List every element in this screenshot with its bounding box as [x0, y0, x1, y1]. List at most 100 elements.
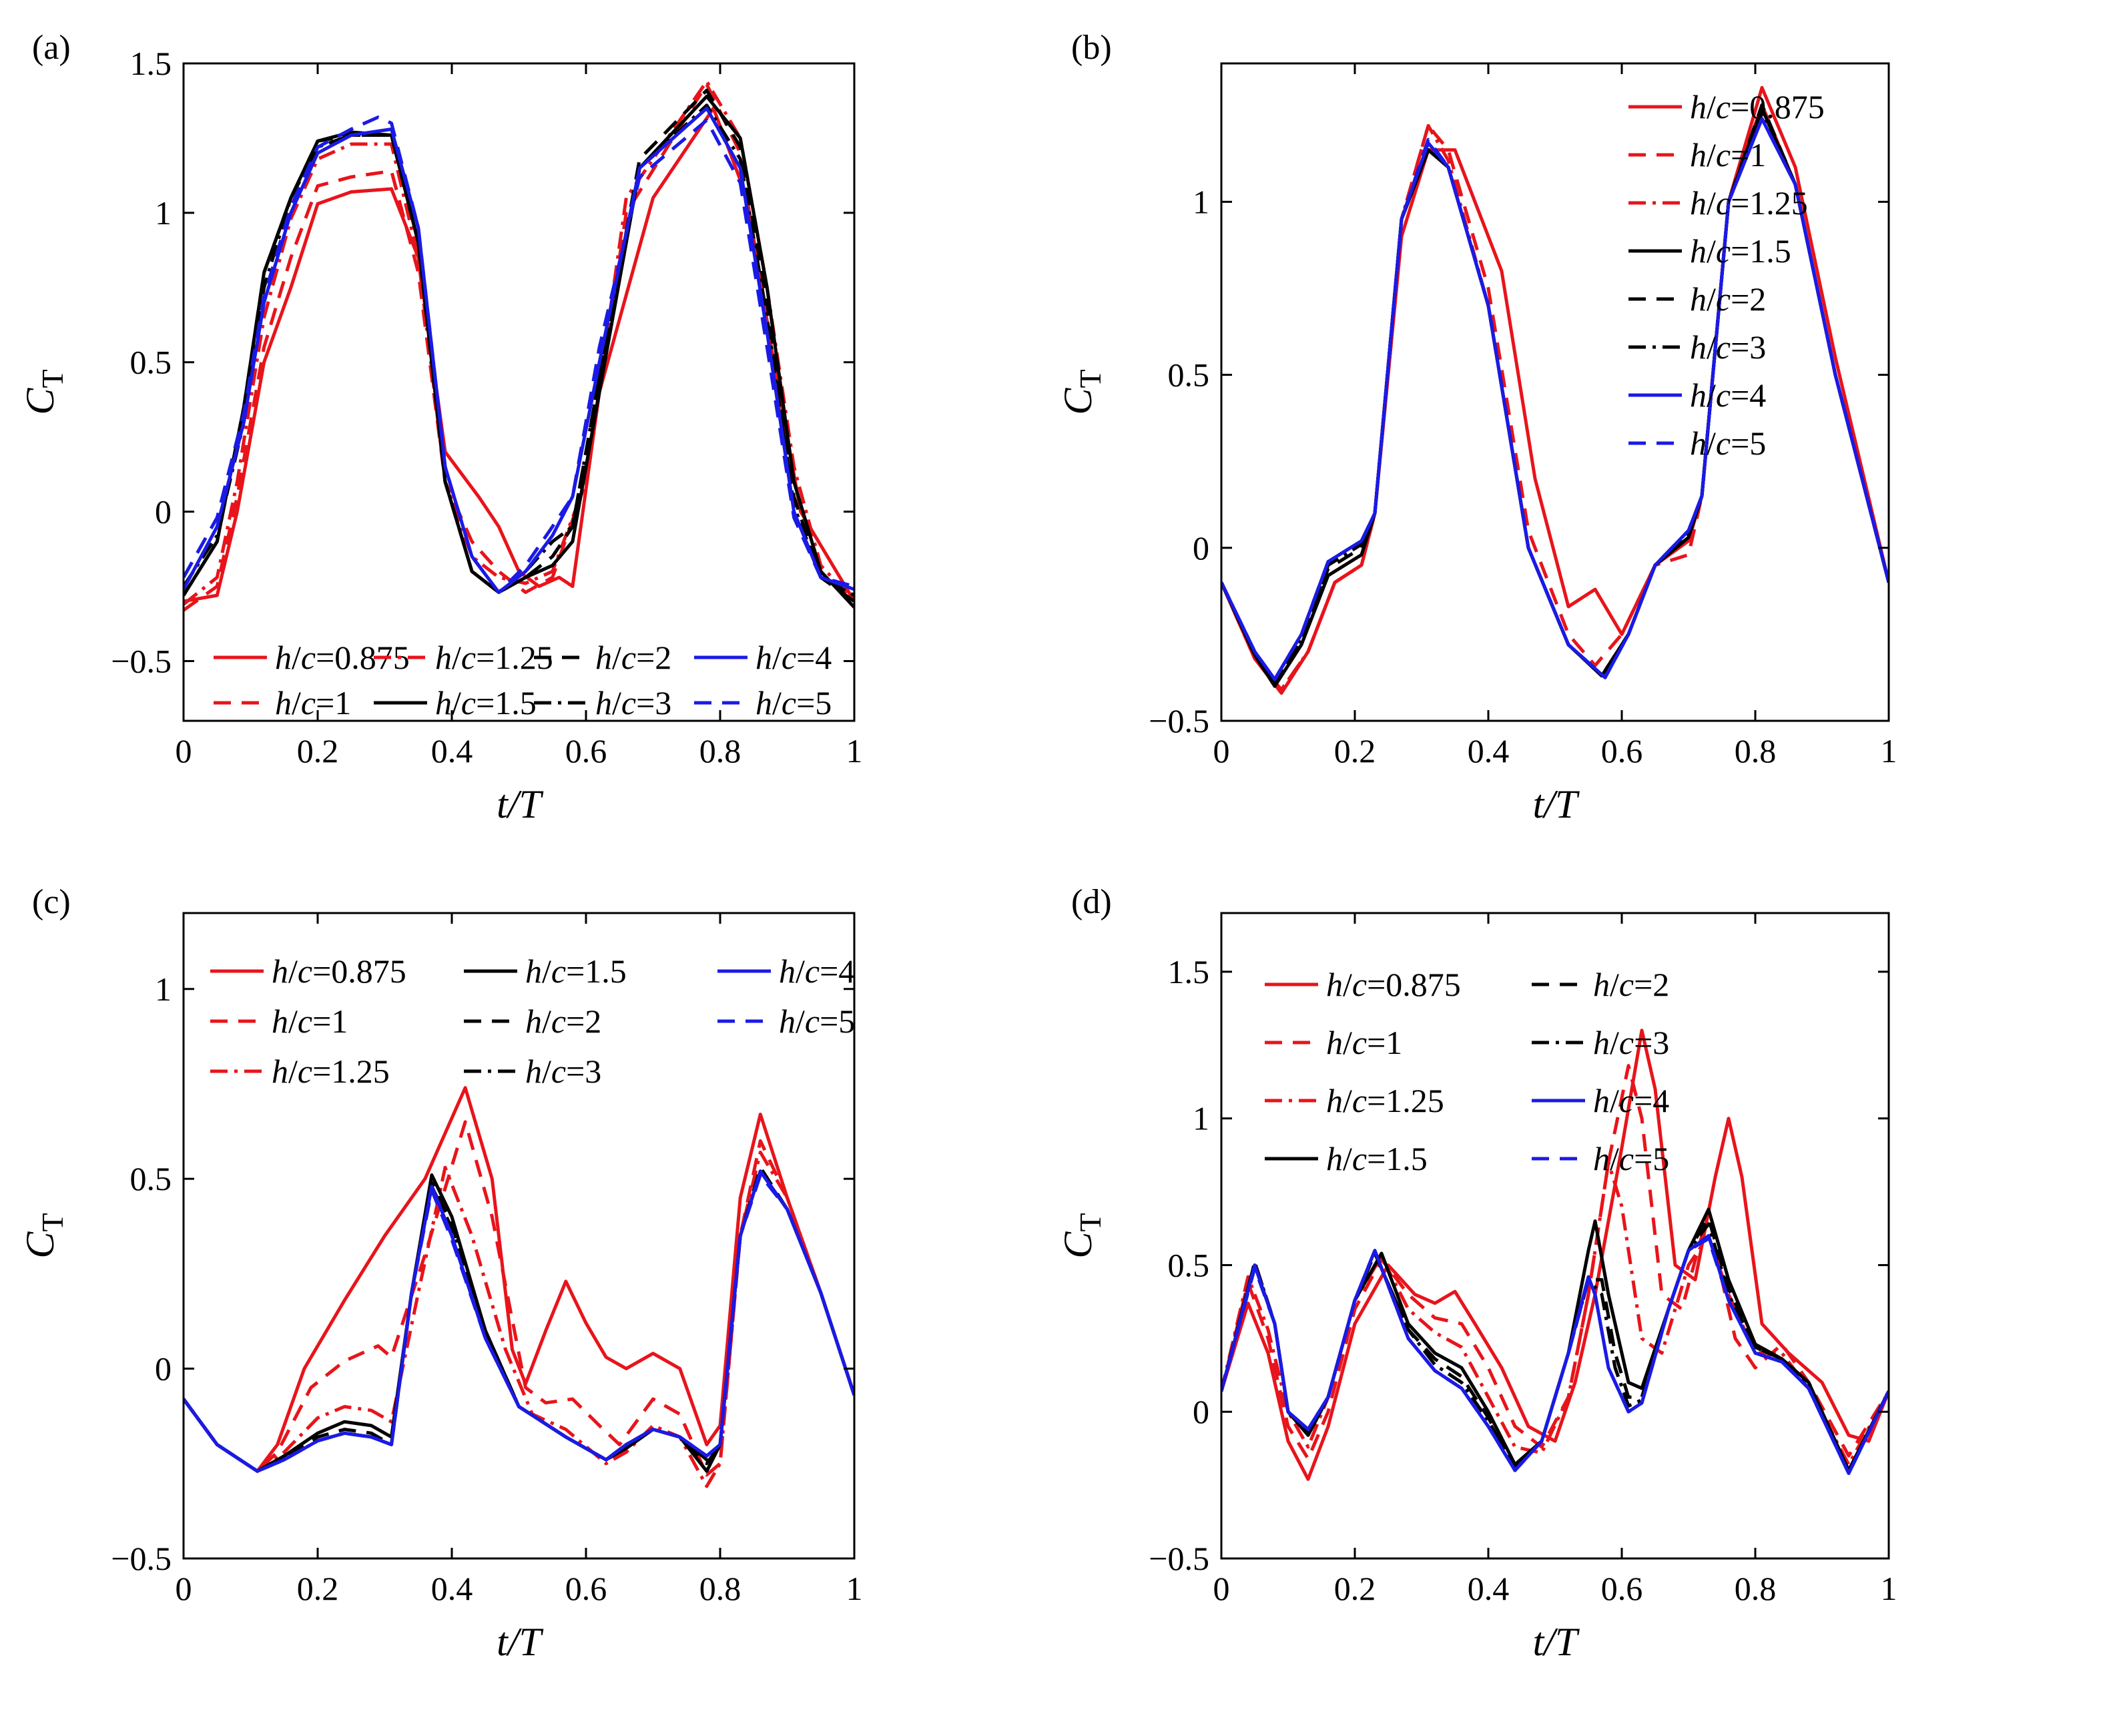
- y-tick-label: 0.5: [1168, 1246, 1210, 1283]
- y-tick-label: 0: [155, 493, 172, 531]
- y-tick-label: −0.5: [111, 1540, 172, 1577]
- legend-label: h/c=3: [595, 684, 671, 721]
- y-tick-label: 0: [1193, 529, 1209, 567]
- legend-label: h/c=1.25: [435, 639, 553, 676]
- series-line-h-c-2: [184, 88, 854, 603]
- series-line-h-c-1-25: [184, 79, 854, 606]
- y-axis-label: CT: [18, 1213, 69, 1258]
- x-tick-label: 0.8: [699, 1570, 741, 1607]
- x-tick-label: 0.2: [1334, 732, 1376, 770]
- legend-label: h/c=5: [1690, 424, 1766, 462]
- series-line-h-c-0-875: [1221, 1029, 1889, 1481]
- series-line-h-c-3: [184, 103, 854, 597]
- x-tick-label: 0.2: [297, 1570, 339, 1607]
- legend-label: h/c=1: [275, 684, 351, 721]
- x-tick-label: 0.4: [1468, 732, 1510, 770]
- x-tick-label: 0.6: [565, 732, 607, 770]
- legend: h/c=0.875 h/c=1 h/c=1.25 h/c=1.5 h/c=2 h/c=3 h…: [1628, 88, 1825, 462]
- legend-label: h/c=4: [756, 639, 832, 676]
- y-tick-label: −0.5: [111, 642, 172, 679]
- y-axis-label: CT: [1056, 369, 1107, 414]
- x-tick-label: 0.6: [1601, 1570, 1643, 1607]
- legend-label: h/c=2: [525, 1002, 601, 1040]
- x-axis-label: t/T: [1533, 1620, 1580, 1664]
- legend-label: h/c=2: [1593, 966, 1669, 1003]
- legend: h/c=0.875 h/c=1 h/c=1.25 h/c=1.5 h/c=2 h/c=3 h…: [1265, 966, 1669, 1177]
- x-axis-label: t/T: [1533, 782, 1580, 826]
- x-tick-label: 0: [1213, 1570, 1230, 1607]
- x-tick-label: 0.8: [699, 732, 741, 770]
- x-tick-label: 0.4: [1468, 1570, 1510, 1607]
- legend-label: h/c=1.25: [1326, 1082, 1444, 1119]
- y-tick-label: −0.5: [1149, 1540, 1209, 1577]
- axes-box: [1220, 912, 1890, 1560]
- x-tick-label: 0.6: [565, 1570, 607, 1607]
- x-tick-label: 0: [176, 1570, 192, 1607]
- y-tick-label: 1: [155, 970, 172, 1008]
- series-group: [1221, 1029, 1889, 1481]
- legend-label: h/c=1.5: [1326, 1140, 1428, 1177]
- series-group: [184, 1086, 854, 1488]
- legend-label: h/c=1.5: [525, 952, 627, 990]
- series-group: [1221, 85, 1889, 695]
- x-tick-label: 0: [1213, 732, 1230, 770]
- legend-label: h/c=1: [1690, 136, 1766, 174]
- y-tick-label: 0: [1193, 1393, 1209, 1430]
- x-tick-label: 0.4: [431, 1570, 473, 1607]
- series-line-h-c-1: [184, 1120, 854, 1477]
- series-line-h-c-5: [184, 1173, 854, 1473]
- series-line-h-c-5: [1221, 117, 1889, 681]
- panel-label: (a): [32, 29, 71, 67]
- chart-panel-2: 0 0.2 0.4 0.6 0.8 1−0.500.51t/TCT(c)h/c=0.875…: [18, 883, 863, 1664]
- legend: h/c=0.875 h/c=1 h/c=1.25 h/c=1.5 h/c=2 h/c=3 h…: [214, 639, 832, 721]
- legend-label: h/c=5: [756, 684, 832, 721]
- legend-label: h/c=5: [1593, 1140, 1669, 1177]
- legend-label: h/c=4: [779, 952, 855, 990]
- x-axis-label: t/T: [497, 1620, 543, 1664]
- chart-panel-3: 0 0.2 0.4 0.6 0.8 1−0.500.511.5t/TCT(d)h/c=0.…: [1056, 883, 1897, 1664]
- panel-label: (b): [1071, 29, 1112, 67]
- axes-box: [182, 912, 856, 1560]
- legend-label: h/c=0.875: [272, 952, 406, 990]
- legend-label: h/c=2: [595, 639, 671, 676]
- x-tick-label: 0: [176, 732, 192, 770]
- y-tick-label: 1: [1193, 183, 1209, 220]
- legend-label: h/c=2: [1690, 280, 1766, 318]
- x-tick-label: 0.2: [297, 732, 339, 770]
- series-line-h-c-0-875: [184, 1086, 854, 1473]
- x-tick-label: 0.6: [1601, 732, 1643, 770]
- y-tick-label: 1: [155, 194, 172, 232]
- y-tick-label: 0: [155, 1350, 172, 1388]
- x-tick-label: 1: [846, 1570, 863, 1607]
- legend-label: h/c=1.5: [435, 684, 537, 721]
- x-tick-label: 0.2: [1334, 1570, 1376, 1607]
- legend-label: h/c=3: [525, 1053, 601, 1090]
- y-tick-label: 1.5: [130, 45, 172, 82]
- series-line-h-c-5: [1221, 1237, 1889, 1475]
- series-line-h-c-5: [184, 115, 854, 594]
- x-tick-label: 0.4: [431, 732, 473, 770]
- y-tick-label: 0.5: [1168, 356, 1210, 394]
- y-tick-label: 0.5: [130, 1160, 172, 1197]
- axes-box: [1220, 62, 1890, 722]
- legend-label: h/c=3: [1593, 1024, 1669, 1061]
- chart-panel-1: 0 0.2 0.4 0.6 0.8 1−0.500.51t/TCT(b)h/c=0.875…: [1056, 29, 1897, 826]
- chart-panel-0: 0 0.2 0.4 0.6 0.8 1 −0.5 0 0.5 1 1.5 t/T CT (a) h/c=0.…: [18, 29, 863, 826]
- legend-label: h/c=1: [272, 1002, 348, 1040]
- y-tick-label: 0.5: [130, 344, 172, 381]
- legend-label: h/c=1.5: [1690, 232, 1791, 270]
- legend-label: h/c=0.875: [1326, 966, 1461, 1003]
- panel-label: (c): [32, 883, 71, 921]
- x-tick-label: 1: [1881, 732, 1897, 770]
- x-axis-label: t/T: [497, 782, 543, 826]
- y-tick-label: 1: [1193, 1100, 1209, 1137]
- legend-label: h/c=1: [1326, 1024, 1402, 1061]
- legend-label: h/c=4: [1593, 1082, 1669, 1119]
- legend-label: h/c=1.25: [1690, 184, 1808, 222]
- axes-box: [182, 62, 856, 722]
- legend-label: h/c=0.875: [275, 639, 410, 676]
- legend-label: h/c=5: [779, 1002, 855, 1040]
- legend-label: h/c=0.875: [1690, 88, 1825, 125]
- legend-label: h/c=3: [1690, 328, 1766, 366]
- panel-label: (d): [1071, 883, 1112, 921]
